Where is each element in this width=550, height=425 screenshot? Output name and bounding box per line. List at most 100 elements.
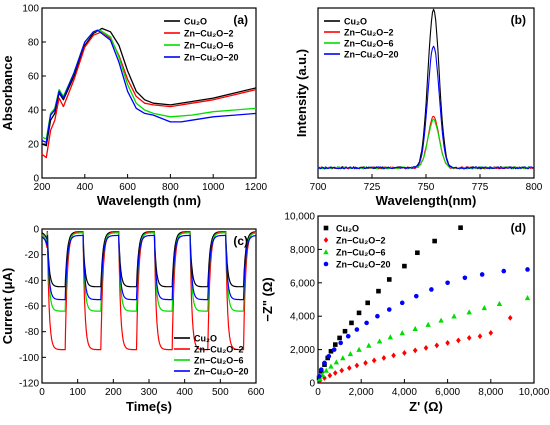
data-point [376,338,383,344]
data-point [445,280,450,286]
x-tick-label: 500 [212,387,229,398]
data-point [337,335,342,341]
legend-entry: Zn−Cu₂O−2 [336,236,386,246]
legend-entry: Zn−Cu₂O−6 [344,39,394,49]
data-point [375,313,380,319]
data-point [347,350,354,357]
data-point [318,367,324,372]
legend-marker [323,249,329,255]
plot-frame [317,215,535,384]
data-point [488,330,494,336]
data-point [438,317,444,323]
x-tick-label: 600 [248,387,265,398]
data-point [477,333,483,340]
data-point [381,355,387,361]
data-point [507,314,513,321]
x-tick-label: 0 [39,387,45,398]
data-point [322,360,327,366]
data-point [402,350,407,356]
data-point [363,360,368,366]
panel-a: 200 400 600 800 1000 1200 0 20 40 60 80 100 (a) Cu₂O Z… [0,4,268,209]
y-tick-label: 0 [33,174,39,185]
x-tick-label: 200 [34,182,51,193]
y-tick-label: 100 [22,4,39,15]
x-tick-label: 0 [315,387,321,398]
y-axis-label: Intensity (a.u.) [294,49,309,137]
series-line [41,231,257,288]
data-point [462,275,468,281]
data-point [323,367,329,373]
x-tick-label: 600 [119,182,136,193]
data-point [328,363,334,369]
data-point [328,348,334,354]
data-point [356,346,362,352]
x-tick-label: 6,000 [435,387,460,398]
x-tick-label: 800 [162,182,179,193]
x-axis-label: Wavelength (nm) [97,193,201,208]
data-point [332,342,338,347]
data-point [371,357,377,364]
data-point [386,307,392,312]
panel-label: (c) [233,234,248,248]
y-tick-label: -80 [25,327,40,338]
panel-label: (a) [233,13,248,27]
data-point [501,268,507,274]
x-tick-label: 700 [310,182,327,193]
legend-entry: Zn−Cu₂O−6 [184,41,234,51]
data-point [387,334,394,340]
data-point [349,320,354,326]
data-point [525,267,530,272]
data-point [331,347,337,352]
legend-entry: Zn−Cu₂O−6 [194,356,244,366]
y-tick-label: -20 [25,250,40,261]
y-tick-label: 20 [28,140,40,151]
series-line [41,232,257,312]
x-axis-label: Z' (Ω) [409,399,443,414]
data-point [445,340,450,346]
data-point [481,305,488,311]
legend-entry: Zn−Cu₂O−20 [184,53,239,63]
y-tick-label: -100 [19,353,39,364]
y-tick-label: 2,000 [290,345,315,356]
y-tick-label: 0 [33,225,39,236]
y-tick-label: 60 [28,72,40,83]
y-tick-label: -40 [25,276,40,287]
data-point [479,272,485,277]
x-tick-label: 100 [69,387,86,398]
data-point [326,353,332,359]
series-line [41,234,257,301]
data-point [425,321,431,327]
data-point [364,320,369,326]
y-axis-label: Current (μA) [0,268,15,345]
series-line [41,231,257,351]
data-point [456,337,461,344]
data-point [354,327,360,332]
data-point [458,225,463,230]
data-point [402,263,407,269]
x-tick-label: 775 [472,182,489,193]
legend-entry: Zn−Cu₂O−20 [194,367,249,377]
data-point [466,309,472,315]
y-axis-label: −Z" (Ω) [260,277,275,321]
data-point [339,367,345,374]
x-tick-label: 2,000 [349,387,374,398]
data-point [451,313,457,319]
y-tick-label: -60 [25,302,40,313]
x-tick-label: 1000 [202,182,225,193]
data-point [412,347,418,354]
plot-frame [41,7,257,179]
x-tick-label: 800 [526,182,543,193]
data-point [412,325,418,332]
x-tick-label: 200 [105,387,122,398]
panel-b: 700 725 750 775 800 (b) Cu₂OZn−Cu₂O−2Zn−Cu₂O−6… [294,7,543,208]
data-point [327,372,333,379]
data-point [356,310,362,316]
data-point [376,288,381,294]
data-point [399,330,405,336]
panel-label: (b) [511,13,526,27]
x-tick-label: 1200 [245,182,268,193]
data-point [366,342,372,348]
x-tick-label: 400 [176,387,193,398]
x-tick-label: 750 [418,182,435,193]
legend-entry: Cu₂O [194,334,217,344]
